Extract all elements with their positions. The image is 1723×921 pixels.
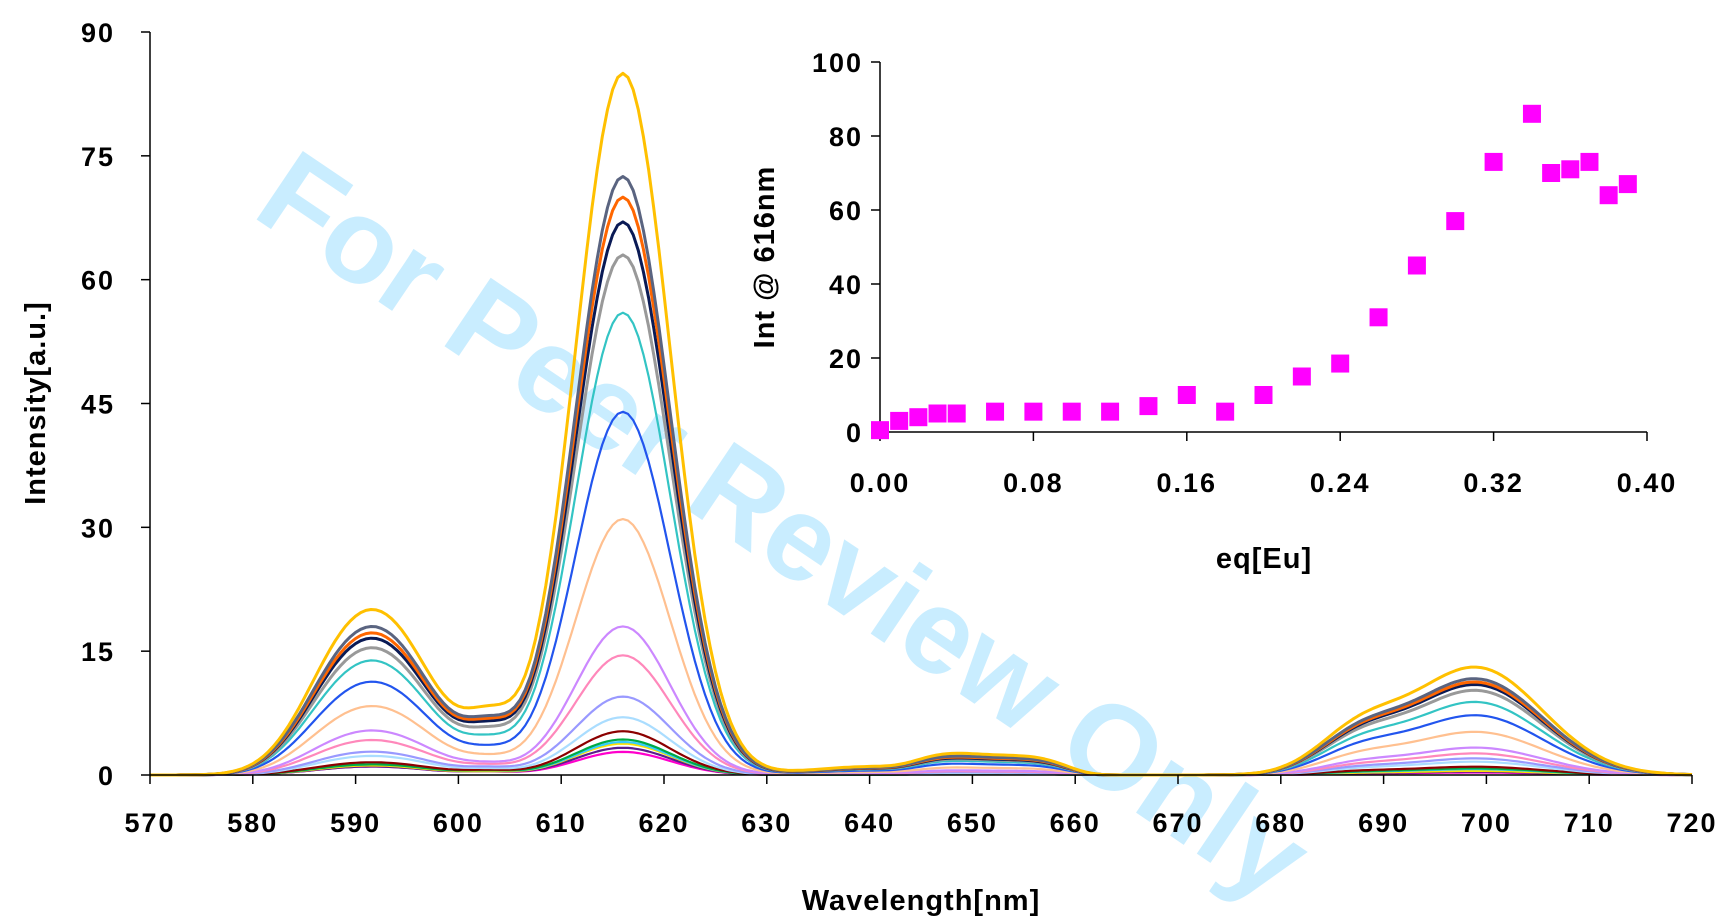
inset-chart: 0.00 0.08 0.16 0.24 0.32 0.40 0 20 40 60 80 100 eq… [749, 48, 1678, 575]
main-x-tick-label: 680 [1255, 808, 1306, 838]
main-y-tick-label: 75 [81, 142, 115, 172]
inset-data-point [1542, 164, 1561, 182]
inset-data-point [1407, 256, 1426, 275]
inset-data-point [928, 404, 947, 423]
inset-data-point [1599, 186, 1618, 205]
main-x-tick-label: 620 [638, 808, 689, 838]
inset-y-tick-label: 100 [812, 48, 863, 78]
inset-y-ticks: 0 20 40 60 80 100 [812, 48, 880, 448]
inset-data-point [947, 404, 966, 423]
main-x-tick-label: 650 [947, 808, 998, 838]
inset-data-point [909, 408, 928, 427]
inset-data-point [1292, 367, 1311, 386]
main-y-tick-label: 15 [81, 637, 115, 667]
inset-data-point [1618, 175, 1637, 194]
inset-x-axis-label: eq[Eu] [1216, 543, 1312, 575]
inset-data-point [1561, 160, 1580, 179]
main-x-ticks: 570 580 590 600 610 620 630 640 650 660 670 680 690 7… [124, 775, 1717, 838]
main-x-tick-label: 660 [1050, 808, 1101, 838]
inset-y-axis-label: Int @ 616nm [749, 166, 781, 349]
inset-data-point [1446, 212, 1465, 231]
inset-y-tick-label: 40 [829, 270, 863, 300]
inset-data-point [1139, 397, 1158, 416]
inset-data-point [871, 421, 889, 440]
main-x-tick-label: 710 [1564, 808, 1615, 838]
main-x-tick-label: 580 [227, 808, 278, 838]
spectrum-series-line [150, 410, 1693, 777]
main-x-axis-label: Wavelength[nm] [802, 885, 1040, 917]
main-x-tick-label: 570 [124, 808, 175, 838]
inset-data-point [1024, 402, 1043, 421]
inset-data-point [1580, 152, 1599, 171]
inset-x-tick-label: 0.08 [1003, 468, 1064, 498]
main-chart: 570 580 590 600 610 620 630 640 650 660 670 680 690 7… [20, 18, 1717, 917]
main-x-tick-label: 640 [844, 808, 895, 838]
main-x-tick-label: 600 [433, 808, 484, 838]
main-y-tick-label: 0 [98, 761, 115, 791]
main-x-tick-label: 670 [1152, 808, 1203, 838]
inset-x-tick-label: 0.00 [850, 468, 911, 498]
main-x-tick-label: 700 [1461, 808, 1512, 838]
main-x-tick-label: 690 [1358, 808, 1409, 838]
main-x-tick-label: 630 [741, 808, 792, 838]
spectrum-series-line [150, 518, 1693, 777]
inset-y-tick-label: 80 [829, 122, 863, 152]
inset-y-tick-label: 0 [846, 418, 863, 448]
watermark-text: For Peer Review Only [235, 125, 1333, 921]
main-y-tick-label: 30 [81, 513, 115, 543]
inset-x-tick-label: 0.24 [1310, 468, 1371, 498]
main-y-tick-label: 45 [81, 390, 115, 420]
inset-points-group [871, 104, 1637, 440]
inset-data-point [986, 402, 1005, 421]
main-y-tick-label: 60 [81, 266, 115, 296]
inset-x-ticks: 0.00 0.08 0.16 0.24 0.32 0.40 [850, 432, 1678, 498]
inset-data-point [1101, 402, 1120, 421]
inset-data-point [1369, 308, 1388, 327]
spectrum-series-line [150, 71, 1693, 777]
inset-data-point [1216, 402, 1235, 421]
inset-data-point [1177, 386, 1196, 404]
main-y-ticks: 0 15 30 45 60 75 90 [81, 18, 150, 791]
main-x-tick-label: 720 [1666, 808, 1717, 838]
inset-x-tick-label: 0.32 [1463, 468, 1524, 498]
inset-data-point [890, 411, 909, 430]
spectrum-series-line [150, 625, 1693, 777]
inset-data-point [1062, 402, 1081, 421]
main-x-tick-label: 590 [330, 808, 381, 838]
inset-y-tick-label: 60 [829, 196, 863, 226]
inset-data-point [1484, 152, 1503, 171]
main-y-axis-label: Intensity[a.u.] [20, 301, 52, 505]
inset-data-point [1331, 354, 1350, 373]
main-y-tick-label: 90 [81, 18, 115, 48]
inset-data-point [1254, 386, 1273, 404]
inset-y-tick-label: 20 [829, 344, 863, 374]
main-x-tick-label: 610 [536, 808, 587, 838]
inset-data-point [1522, 104, 1541, 123]
inset-x-tick-label: 0.16 [1157, 468, 1218, 498]
spectrum-series-line [150, 175, 1693, 777]
main-series-group [150, 71, 1693, 777]
inset-x-tick-label: 0.40 [1617, 468, 1678, 498]
